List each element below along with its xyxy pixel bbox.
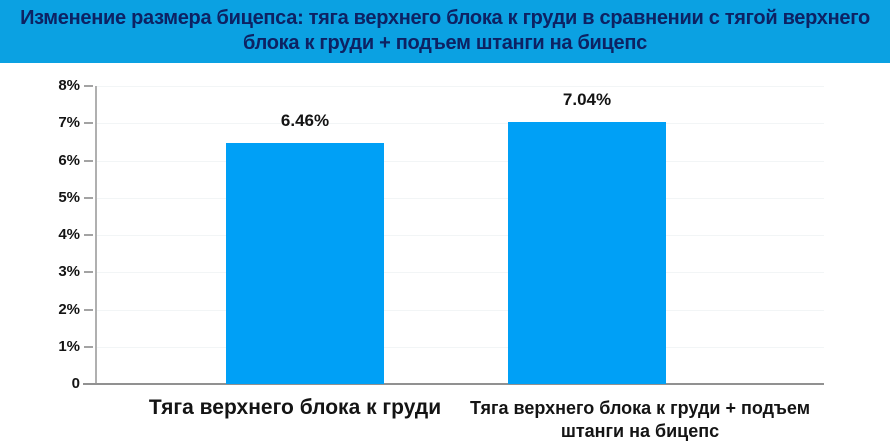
x-axis-line — [83, 383, 824, 385]
chart-title: Изменение размера бицепса: тяга верхнего… — [0, 0, 890, 63]
bar-value-label-2: 7.04% — [562, 89, 612, 109]
y-tick-label: 0 — [71, 375, 80, 392]
y-tick-mark — [84, 234, 93, 236]
y-tick-mark — [84, 85, 93, 87]
gridline — [97, 346, 824, 348]
gridline — [97, 123, 824, 125]
x-axis-category-label-1: Тяга верхнего блока к груди — [148, 396, 442, 419]
y-tick-label: 8% — [58, 77, 80, 94]
y-tick-label: 5% — [58, 188, 80, 206]
bar-group-1: 6.46% — [226, 111, 384, 384]
gridline — [97, 160, 824, 162]
y-tick-label: 1% — [58, 337, 80, 355]
gridline — [97, 197, 824, 199]
y-tick-mark — [84, 345, 93, 348]
gridline — [97, 309, 824, 311]
y-tick-label: 4% — [58, 226, 80, 243]
y-axis-line — [95, 86, 97, 385]
bar-group-2: 7.04% — [508, 90, 666, 384]
y-tick-mark — [84, 122, 93, 125]
gridline — [97, 235, 824, 236]
x-axis-category-label-2: Тяга верхнего блока к груди + подъем шта… — [469, 398, 811, 441]
gridline — [97, 272, 824, 274]
y-tick-mark — [84, 159, 93, 162]
y-tick-mark — [84, 308, 93, 311]
y-tick-mark — [84, 271, 93, 274]
bar-2[interactable] — [508, 121, 666, 384]
bar-value-label-1: 6.46% — [280, 111, 330, 131]
y-tick-mark — [84, 196, 93, 199]
y-tick-label: 7% — [58, 114, 80, 132]
y-tick-label: 3% — [58, 263, 80, 281]
gridline — [97, 86, 824, 87]
y-tick-label: 6% — [58, 151, 80, 169]
bar-1[interactable] — [226, 143, 384, 384]
plot-area: 8% 7% 6% 5% 4% 3% 2% 1% 0 6.46% 7.04% Тяга верхн… — [0, 63, 890, 443]
y-tick-label: 2% — [58, 300, 80, 318]
